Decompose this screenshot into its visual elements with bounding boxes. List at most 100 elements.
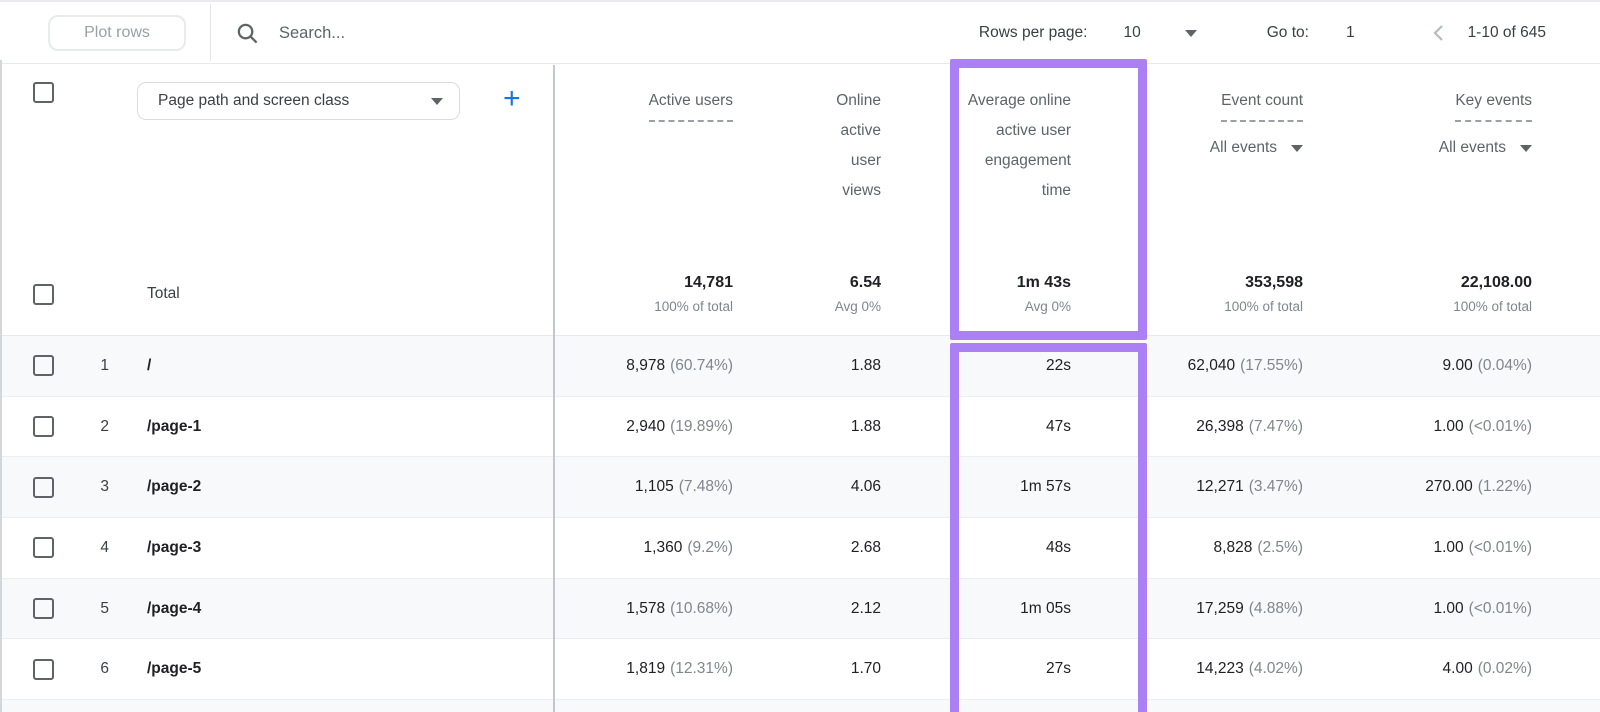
totals-views: 6.54 Avg 0% [834,274,881,314]
dimension-selector-dropdown[interactable]: Page path and screen class [137,82,460,120]
event-count-filter-dropdown[interactable]: All events [1210,133,1303,163]
rows-per-page-value[interactable]: 10 [1123,24,1141,41]
go-to-input[interactable]: 1 [1345,24,1355,41]
key-events-cell: 9.00 (0.04%) [1442,356,1532,374]
views-cell: 1.70 [850,660,881,678]
event-count-filter-caret-icon [1291,144,1303,152]
active-users-cell: 1,360 (9.2%) [643,538,733,556]
pagination-controls: Rows per page: 10 Go to: 1 1-10 of 645 [979,2,1546,64]
row-number: 4 [100,538,109,556]
key-events-filter-dropdown[interactable]: All events [1439,133,1532,163]
partial-next-row [0,700,1600,712]
toolbar-divider [210,4,211,61]
engagement-cell: 1m 05s [1020,599,1071,617]
row-checkbox[interactable] [33,537,54,559]
row-number: 1 [100,356,109,374]
column-header-active-users[interactable]: Active users [553,65,753,252]
event-count-cell: 62,040 (17.55%) [1187,356,1303,374]
active-users-cell: 1,105 (7.48%) [634,478,733,496]
pagination-range: 1-10 of 645 [1467,24,1546,41]
engagement-cell: 47s [1046,417,1071,435]
totals-active-users: 14,781 100% of total [654,274,733,314]
table-body: 1 / 8,978 (60.74%) 1.88 22s 62,040 (17.55%… [0,336,1600,701]
key-events-cell: 1.00 (<0.01%) [1433,538,1533,556]
search-icon [237,23,258,43]
table-row: 6 /page-5 1,819 (12.31%) 1.70 27s 14,223(… [0,639,1600,701]
key-events-cell: 1.00 (<0.01%) [1433,417,1533,435]
dimension-selector-label: Page path and screen class [158,92,350,109]
totals-checkbox[interactable] [33,283,54,305]
key-events-cell: 1.00 (<0.01%) [1433,599,1533,617]
event-count-cell: 17,259 (4.88%) [1196,599,1303,617]
key-events-filter-caret-icon [1520,144,1532,152]
column-header-event-count: Event count All events [1111,65,1323,252]
active-users-cell: 1,819 (12.31%) [626,660,733,678]
select-all-checkbox[interactable] [33,82,54,103]
totals-row: Total 14,781 100% of total 6.54 Avg 0% 1m … [0,252,1600,336]
table-row: 5 /page-4 1,578 (10.68%) 2.12 1m 05s 17,2… [0,578,1600,640]
table-row: 1 / 8,978 (60.74%) 1.88 22s 62,040 (17.55%… [0,336,1600,397]
go-to-label: Go to: [1266,24,1309,41]
totals-engagement-time: 1m 43s Avg 0% [1016,274,1071,314]
row-number: 6 [100,660,109,678]
page-path-cell: /page-2 [147,478,202,496]
table-row: 2 /page-1 2,940 (19.89%) 1.88 47s 26,398(… [0,396,1600,458]
row-number: 2 [100,417,109,435]
rows-per-page-caret-icon[interactable] [1184,29,1197,37]
add-dimension-button[interactable]: + [503,82,521,115]
header-number-cell [80,65,125,252]
row-checkbox[interactable] [33,598,54,620]
event-count-cell: 12,271 (3.47%) [1196,478,1303,496]
previous-page-icon[interactable] [1428,22,1450,44]
views-cell: 2.12 [850,599,881,617]
search-input[interactable]: Search... [236,2,345,64]
event-count-cell: 8,828 (2.5%) [1213,538,1303,556]
event-count-label[interactable]: Event count [1221,86,1303,122]
engagement-cell: 1m 57s [1020,478,1071,496]
totals-key-events: 22,108.00 100% of total [1453,274,1532,314]
column-header-avg-engagement-time[interactable]: Average online active user engagement ti… [967,92,1071,199]
table-row: 3 /page-2 1,105 (7.48%) 4.06 1m 57s 12,27… [0,457,1600,519]
key-events-cell: 270.00 (1.22%) [1425,478,1532,496]
key-events-cell: 4.00 (0.02%) [1442,660,1532,678]
views-cell: 1.88 [850,417,881,435]
totals-event-count: 353,598 100% of total [1224,274,1303,314]
active-users-cell: 8,978 (60.74%) [626,356,733,374]
table-header-row: Page path and screen class + Active user… [0,65,1600,252]
row-checkbox[interactable] [33,658,54,680]
views-cell: 1.88 [850,356,881,374]
page-path-cell: /page-5 [147,660,202,678]
page-path-cell: /page-4 [147,599,202,617]
rows-per-page-label: Rows per page: [978,24,1088,41]
table-toolbar: Plot rows Search... Rows per page: 10 Go… [0,2,1600,64]
views-cell: 4.06 [850,478,881,496]
row-checkbox[interactable] [33,476,54,498]
event-count-cell: 26,398 (7.47%) [1196,417,1303,435]
column-header-key-events: Key events All events [1323,65,1600,252]
plot-rows-button[interactable]: Plot rows [48,15,186,51]
views-cell: 2.68 [850,538,881,556]
dimension-metrics-divider [553,65,555,712]
header-checkbox-cell [0,65,80,252]
active-users-cell: 2,940 (19.89%) [626,417,733,435]
key-events-label[interactable]: Key events [1455,86,1532,122]
dimension-caret-icon [431,97,443,105]
search-placeholder: Search... [279,23,346,42]
table-row: 4 /page-3 1,360 (9.2%) 2.68 48s 8,828 (2.5… [0,518,1600,579]
engagement-cell: 48s [1046,538,1071,556]
row-checkbox[interactable] [33,355,54,377]
engagement-cell: 22s [1046,356,1071,374]
page-path-cell: /page-1 [147,417,202,435]
page-path-cell: / [147,356,152,374]
event-count-cell: 14,223 (4.02%) [1196,660,1303,678]
engagement-cell: 27s [1046,660,1071,678]
row-number: 5 [100,599,109,617]
dimension-header-cell: Page path and screen class + [125,65,553,252]
active-users-cell: 1,578 (10.68%) [626,599,733,617]
table-left-edge [0,60,2,712]
row-checkbox[interactable] [33,416,54,438]
column-header-online-active-user-views[interactable]: Online active user views [836,92,881,199]
row-number: 3 [100,478,109,496]
totals-label: Total [147,285,180,302]
